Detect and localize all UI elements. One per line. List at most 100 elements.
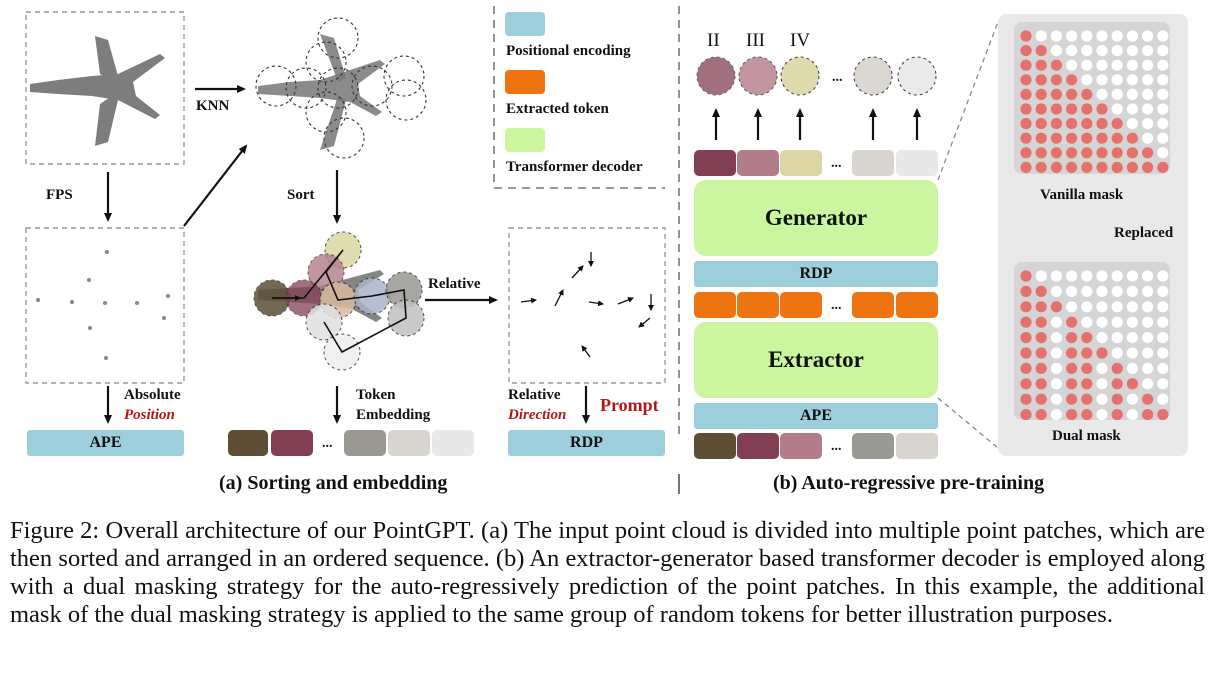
mask-dot [1126,74,1138,86]
mask-dot [1020,270,1032,282]
mask-dot [1020,45,1032,57]
mask-dot [1111,362,1123,374]
mask-dot [1157,74,1169,86]
mask-dot [1142,59,1154,71]
token-embedding-4 [388,430,430,456]
rdp-bar-a: RDP [508,430,665,456]
mask-dot [1081,347,1093,359]
mask-dot [1111,147,1123,159]
input-cloud-frame [25,11,185,165]
sorted-patches [253,231,425,371]
mask-dot [1050,118,1062,130]
architecture-figure: FPS KNN Sort Relative Absolute Position … [25,6,1188,494]
legend-swatch-decoder [505,128,545,152]
mask-dot [1142,378,1154,390]
mask-dot [1111,347,1123,359]
mask-dot [1126,316,1138,328]
mask-dot [1020,378,1032,390]
generator-block: Generator [694,180,938,256]
mask-dot [1035,301,1047,313]
mask-dot [1096,147,1108,159]
mask-dot [1126,147,1138,159]
mask-dot [1035,332,1047,344]
mask-dot [1050,285,1062,297]
numeral-3: III [746,30,765,51]
mask-dot [1081,285,1093,297]
mask-dot [1081,161,1093,173]
mask-dot [1142,316,1154,328]
ext-token-5 [896,292,938,318]
mask-dot [1066,393,1078,405]
mask-dot [1142,30,1154,42]
mask-dot [1066,285,1078,297]
mask-dot [1050,347,1062,359]
in-token-ellipsis: ... [831,439,842,454]
mask-dot [1111,161,1123,173]
mask-dot [1096,378,1108,390]
mask-dot [1111,45,1123,57]
mask-dot [1020,88,1032,100]
mask-dot [1035,103,1047,115]
mask-dot [1035,74,1047,86]
mask-dot [1096,409,1108,420]
gen-token-5 [896,150,938,176]
mask-dot [1066,378,1078,390]
figure-caption: Figure 2: Overall architecture of our Po… [10,517,1205,629]
mask-dot [1096,59,1108,71]
mask-dot [1050,45,1062,57]
mask-dot [1050,132,1062,144]
mask-dot [1142,301,1154,313]
mask-dot [1111,285,1123,297]
relative2-label: Relative [508,387,561,403]
position-label: Position [124,407,175,423]
mask-dot [1081,409,1093,420]
mask-dot [1157,409,1169,420]
mask-dot [1111,30,1123,42]
mask-dot [1126,103,1138,115]
mask-dot [1142,332,1154,344]
mask-dot [1035,118,1047,130]
ext-token-4 [852,292,894,318]
mask-dot [1020,59,1032,71]
mask-dot [1050,147,1062,159]
mask-dot [1142,103,1154,115]
mask-dot [1111,378,1123,390]
mask-dot [1081,88,1093,100]
mask-dot [1035,132,1047,144]
panel-b-title: (b) Auto-regressive pre-training [773,472,1045,494]
ext-token-2 [737,292,779,318]
mask-dot [1020,285,1032,297]
mask-dot [1126,88,1138,100]
absolute-label: Absolute [124,387,181,403]
predicted-patches [696,56,937,96]
mask-dot [1081,332,1093,344]
mask-dot [1126,30,1138,42]
fps-frame [25,227,185,384]
mask-dot [1096,347,1108,359]
mask-dot [1081,362,1093,374]
mask-dot [1035,409,1047,420]
mask-dot [1035,45,1047,57]
ext-token-ellipsis: ... [831,298,842,313]
mask-dot [1126,347,1138,359]
fps-sampled-points [36,250,170,360]
mask-dot [1020,347,1032,359]
mask-dot [1066,59,1078,71]
mask-dot [1081,147,1093,159]
mask-dot [1066,118,1078,130]
mask-dot [1035,362,1047,374]
legend-decoder-label: Transformer decoder [506,159,643,175]
mask-dot [1126,45,1138,57]
extractor-block: Extractor [694,322,938,398]
mask-dot [1066,161,1078,173]
mask-dot [1035,285,1047,297]
mask-dot [1035,59,1047,71]
mask-dot [1142,118,1154,130]
mask-dot [1142,270,1154,282]
mask-dot [1066,132,1078,144]
mask-dot [1020,332,1032,344]
mask-dot [1142,45,1154,57]
mask-dot [1096,74,1108,86]
mask-dot [1157,362,1169,374]
knn-point-cloud [255,17,427,159]
